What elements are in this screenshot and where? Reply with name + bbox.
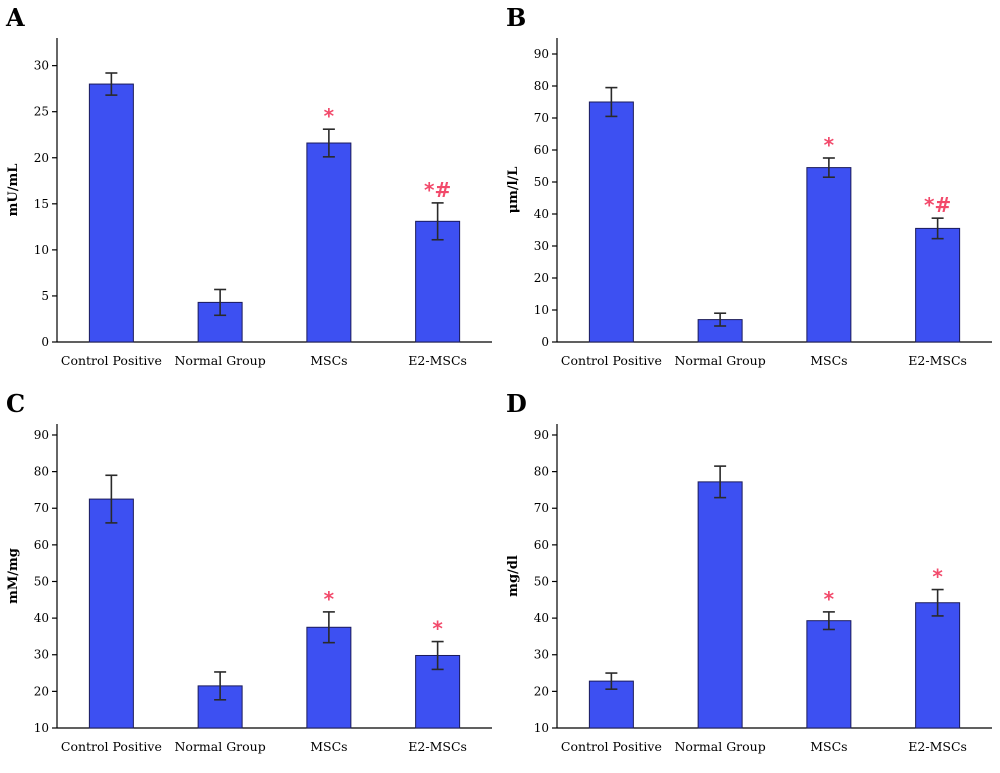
significance-mark: * bbox=[824, 133, 835, 157]
y-tick-label: 60 bbox=[534, 538, 549, 552]
bar bbox=[806, 167, 852, 343]
y-tick-label: 40 bbox=[534, 207, 549, 221]
bar bbox=[88, 498, 134, 729]
y-tick-label: 70 bbox=[34, 501, 49, 515]
x-tick-label: Normal Group bbox=[174, 739, 265, 754]
significance-mark: *# bbox=[424, 178, 451, 202]
y-tick-label: 10 bbox=[34, 243, 49, 257]
bar bbox=[697, 481, 743, 729]
significance-mark: * bbox=[824, 587, 835, 611]
x-tick-label: MSCs bbox=[310, 353, 347, 368]
bar bbox=[915, 602, 961, 729]
y-tick-label: 30 bbox=[534, 648, 549, 662]
panel-letter: C bbox=[6, 389, 25, 418]
chart-svg: Dmg/dl 10 20 30 40 50 60 70 80 90 Control Positive… bbox=[506, 389, 992, 754]
y-tick-label: 5 bbox=[41, 289, 49, 303]
bar bbox=[306, 142, 352, 343]
y-tick-label: 20 bbox=[534, 271, 549, 285]
y-tick-label: 60 bbox=[534, 143, 549, 157]
bar bbox=[88, 83, 134, 343]
y-axis-label: μm/l/L bbox=[506, 167, 521, 214]
y-tick-label: 50 bbox=[534, 175, 549, 189]
bar bbox=[588, 101, 634, 343]
y-tick-label: 30 bbox=[534, 239, 549, 253]
y-tick-label: 50 bbox=[534, 574, 549, 588]
bar bbox=[915, 227, 961, 343]
x-tick-label: Control Positive bbox=[561, 739, 662, 754]
y-tick-label: 70 bbox=[534, 501, 549, 515]
y-tick-label: 90 bbox=[34, 428, 49, 442]
y-tick-label: 70 bbox=[534, 111, 549, 125]
x-tick-label: MSCs bbox=[810, 353, 847, 368]
chart-svg: AmU/mL 0 5 10 15 20 25 30 Control Positive Normal… bbox=[5, 3, 492, 368]
y-tick-label: 10 bbox=[534, 303, 549, 317]
significance-mark: * bbox=[324, 587, 335, 611]
x-tick-label: E2-MSCs bbox=[908, 353, 967, 368]
significance-mark: *# bbox=[924, 193, 951, 217]
panel-letter: B bbox=[506, 3, 526, 32]
x-tick-label: E2-MSCs bbox=[908, 739, 967, 754]
significance-mark: * bbox=[432, 617, 443, 641]
chart-svg: CmM/mg 10 20 30 40 50 60 70 80 90 Control Positive… bbox=[6, 389, 492, 754]
x-tick-label: Normal Group bbox=[674, 353, 765, 368]
y-tick-label: 20 bbox=[34, 151, 49, 165]
y-tick-label: 10 bbox=[34, 721, 49, 735]
y-tick-label: 80 bbox=[534, 79, 549, 93]
y-tick-label: 90 bbox=[534, 428, 549, 442]
y-tick-label: 10 bbox=[534, 721, 549, 735]
y-tick-label: 80 bbox=[534, 465, 549, 479]
y-tick-label: 30 bbox=[34, 59, 49, 73]
y-tick-label: 15 bbox=[34, 197, 49, 211]
y-tick-label: 60 bbox=[34, 538, 49, 552]
x-tick-label: E2-MSCs bbox=[408, 353, 467, 368]
panel-letter: D bbox=[506, 389, 527, 418]
x-tick-label: Control Positive bbox=[61, 353, 162, 368]
x-tick-label: MSCs bbox=[810, 739, 847, 754]
y-tick-label: 90 bbox=[534, 47, 549, 61]
y-tick-label: 20 bbox=[34, 684, 49, 698]
y-tick-label: 0 bbox=[541, 335, 549, 349]
y-tick-label: 50 bbox=[34, 574, 49, 588]
panel-letter: A bbox=[5, 3, 25, 32]
y-tick-label: 20 bbox=[534, 684, 549, 698]
y-tick-label: 40 bbox=[34, 611, 49, 625]
significance-mark: * bbox=[932, 565, 943, 589]
bar bbox=[306, 626, 352, 729]
x-tick-label: MSCs bbox=[310, 739, 347, 754]
y-tick-label: 25 bbox=[34, 105, 49, 119]
x-tick-label: Control Positive bbox=[561, 353, 662, 368]
x-tick-label: E2-MSCs bbox=[408, 739, 467, 754]
chart-svg: Bμm/l/L 0 10 20 30 40 50 60 70 80 90 Control Positi… bbox=[506, 3, 992, 368]
y-axis-label: mM/mg bbox=[6, 548, 21, 604]
y-tick-label: 0 bbox=[41, 335, 49, 349]
x-tick-label: Normal Group bbox=[674, 739, 765, 754]
bar bbox=[806, 620, 852, 729]
y-axis-label: mU/mL bbox=[6, 164, 21, 217]
y-tick-label: 40 bbox=[534, 611, 549, 625]
y-tick-label: 30 bbox=[34, 648, 49, 662]
x-tick-label: Control Positive bbox=[61, 739, 162, 754]
x-tick-label: Normal Group bbox=[174, 353, 265, 368]
y-axis-label: mg/dl bbox=[506, 555, 521, 597]
y-tick-label: 80 bbox=[34, 465, 49, 479]
significance-mark: * bbox=[324, 104, 335, 128]
